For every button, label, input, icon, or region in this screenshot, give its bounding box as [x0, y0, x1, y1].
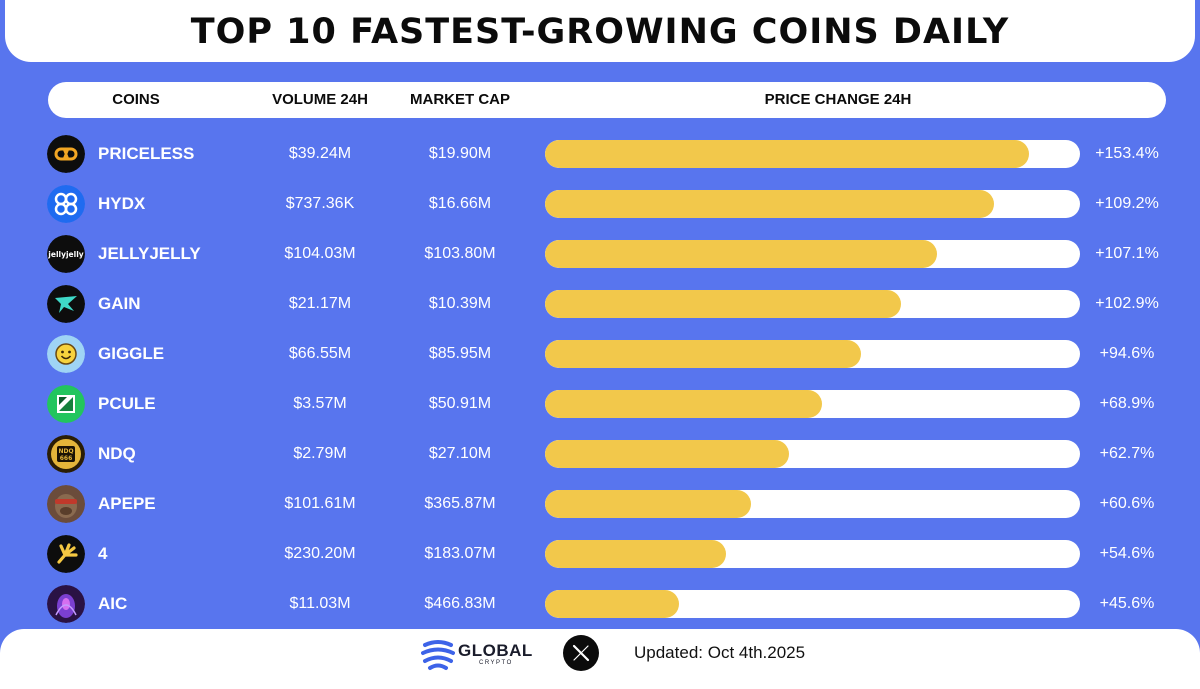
market-cap-value: $16.66M	[428, 195, 492, 212]
coin-row: 4 $230.20M $183.07M +54.6%	[0, 535, 1200, 573]
global-crypto-logo-icon	[421, 637, 455, 671]
market-cap-value: $183.07M	[424, 545, 496, 562]
price-change-value: +68.9%	[1099, 395, 1155, 412]
header-price-change: PRICE CHANGE 24H	[764, 91, 912, 108]
price-change-track	[545, 540, 1080, 568]
volume-value: $737.36K	[285, 195, 355, 212]
volume-value: $21.17M	[288, 295, 352, 312]
coin-name: JELLYJELLY	[98, 244, 201, 263]
coin-row: NDQ 666 NDQ $2.79M $27.10M +62.7%	[0, 435, 1200, 473]
coin-name: APEPE	[98, 494, 156, 513]
coin-name: GAIN	[98, 294, 141, 313]
price-change-track	[545, 190, 1080, 218]
svg-text:NDQ: NDQ	[58, 448, 73, 455]
coin-row: HYDX $737.36K $16.66M +109.2%	[0, 185, 1200, 223]
apepe-logo-icon	[47, 485, 85, 523]
price-change-track	[545, 440, 1080, 468]
price-change-bar	[545, 240, 938, 268]
updated-date: Updated: Oct 4th.2025	[634, 643, 806, 662]
price-change-value: +109.2%	[1095, 195, 1159, 212]
volume-value: $104.03M	[284, 245, 356, 262]
price-change-track	[545, 290, 1080, 318]
coin-name: 4	[98, 544, 108, 563]
hydx-logo-icon	[47, 185, 85, 223]
price-change-track	[545, 140, 1080, 168]
jellyjelly-logo-icon: jellyjelly	[47, 235, 85, 273]
price-change-bar	[545, 290, 901, 318]
volume-value: $101.61M	[284, 495, 356, 512]
market-cap-value: $10.39M	[428, 295, 492, 312]
svg-text:666: 666	[60, 455, 73, 462]
volume-value: $230.20M	[284, 545, 356, 562]
price-change-track	[545, 240, 1080, 268]
price-change-track	[545, 490, 1080, 518]
header-market-cap: MARKET CAP	[410, 91, 510, 108]
coin-row: GAIN $21.17M $10.39M +102.9%	[0, 285, 1200, 323]
market-cap-value: $466.83M	[424, 595, 496, 612]
volume-value: $3.57M	[293, 395, 347, 412]
price-change-track	[545, 340, 1080, 368]
price-change-track	[545, 590, 1080, 618]
price-change-bar	[545, 140, 1030, 168]
priceless-logo-icon	[47, 135, 85, 173]
price-change-value: +107.1%	[1095, 245, 1159, 262]
market-cap-value: $50.91M	[428, 395, 492, 412]
coin-name: GIGGLE	[98, 344, 165, 363]
market-cap-value: $27.10M	[428, 445, 492, 462]
coin-row: PRICELESS $39.24M $19.90M +153.4%	[0, 135, 1200, 173]
brand-subtitle: CRYPTO	[479, 660, 513, 666]
title-bar: TOP 10 FASTEST-GROWING COINS DAILY	[5, 0, 1195, 62]
price-change-bar	[545, 340, 861, 368]
coin-row: AIC $11.03M $466.83M +45.6%	[0, 585, 1200, 623]
ndq-logo-icon: NDQ 666	[47, 435, 85, 473]
price-change-bar	[545, 190, 995, 218]
pcule-logo-icon	[47, 385, 85, 423]
volume-value: $11.03M	[289, 595, 351, 612]
coin-row: APEPE $101.61M $365.87M +60.6%	[0, 485, 1200, 523]
price-change-bar	[545, 490, 751, 518]
price-change-bar	[545, 540, 726, 568]
price-change-bar	[545, 390, 823, 418]
market-cap-value: $103.80M	[424, 245, 496, 262]
volume-value: $39.24M	[288, 145, 352, 162]
price-change-track	[545, 390, 1080, 418]
coin-row: jellyjelly JELLYJELLY $104.03M $103.80M …	[0, 235, 1200, 273]
gain-logo-icon	[47, 285, 85, 323]
price-change-value: +94.6%	[1099, 345, 1155, 362]
aic-logo-icon	[47, 585, 85, 623]
coin-name: HYDX	[98, 194, 146, 213]
svg-text:jellyjelly: jellyjelly	[47, 250, 83, 259]
x-social-icon[interactable]	[563, 635, 599, 671]
price-change-value: +60.6%	[1099, 495, 1155, 512]
market-cap-value: $365.87M	[424, 495, 496, 512]
price-change-value: +54.6%	[1099, 545, 1155, 562]
coin-name: PCULE	[98, 394, 156, 413]
coin-name: PRICELESS	[98, 144, 195, 163]
price-change-bar	[545, 440, 789, 468]
header-volume: VOLUME 24H	[272, 91, 368, 108]
price-change-value: +62.7%	[1099, 445, 1155, 462]
volume-value: $66.55M	[288, 345, 352, 362]
price-change-value: +45.6%	[1099, 595, 1155, 612]
market-cap-value: $19.90M	[428, 145, 492, 162]
price-change-bar	[545, 590, 679, 618]
volume-value: $2.79M	[293, 445, 347, 462]
coin-name: NDQ	[98, 444, 136, 463]
brand-name: GLOBAL	[458, 641, 533, 660]
page-title: TOP 10 FASTEST-GROWING COINS DAILY	[190, 12, 1010, 52]
coin-row: GIGGLE $66.55M $85.95M +94.6%	[0, 335, 1200, 373]
giggle-logo-icon	[47, 335, 85, 373]
price-change-value: +153.4%	[1095, 145, 1159, 162]
four-logo-icon	[47, 535, 85, 573]
coin-name: AIC	[98, 594, 128, 613]
coin-row: PCULE $3.57M $50.91M +68.9%	[0, 385, 1200, 423]
price-change-value: +102.9%	[1095, 295, 1159, 312]
footer: GLOBAL CRYPTO Updated: Oct 4th.2025	[0, 629, 1200, 689]
table-header: COINS VOLUME 24H MARKET CAP PRICE CHANGE…	[48, 82, 1166, 118]
market-cap-value: $85.95M	[428, 345, 492, 362]
header-coins: COINS	[112, 91, 160, 108]
